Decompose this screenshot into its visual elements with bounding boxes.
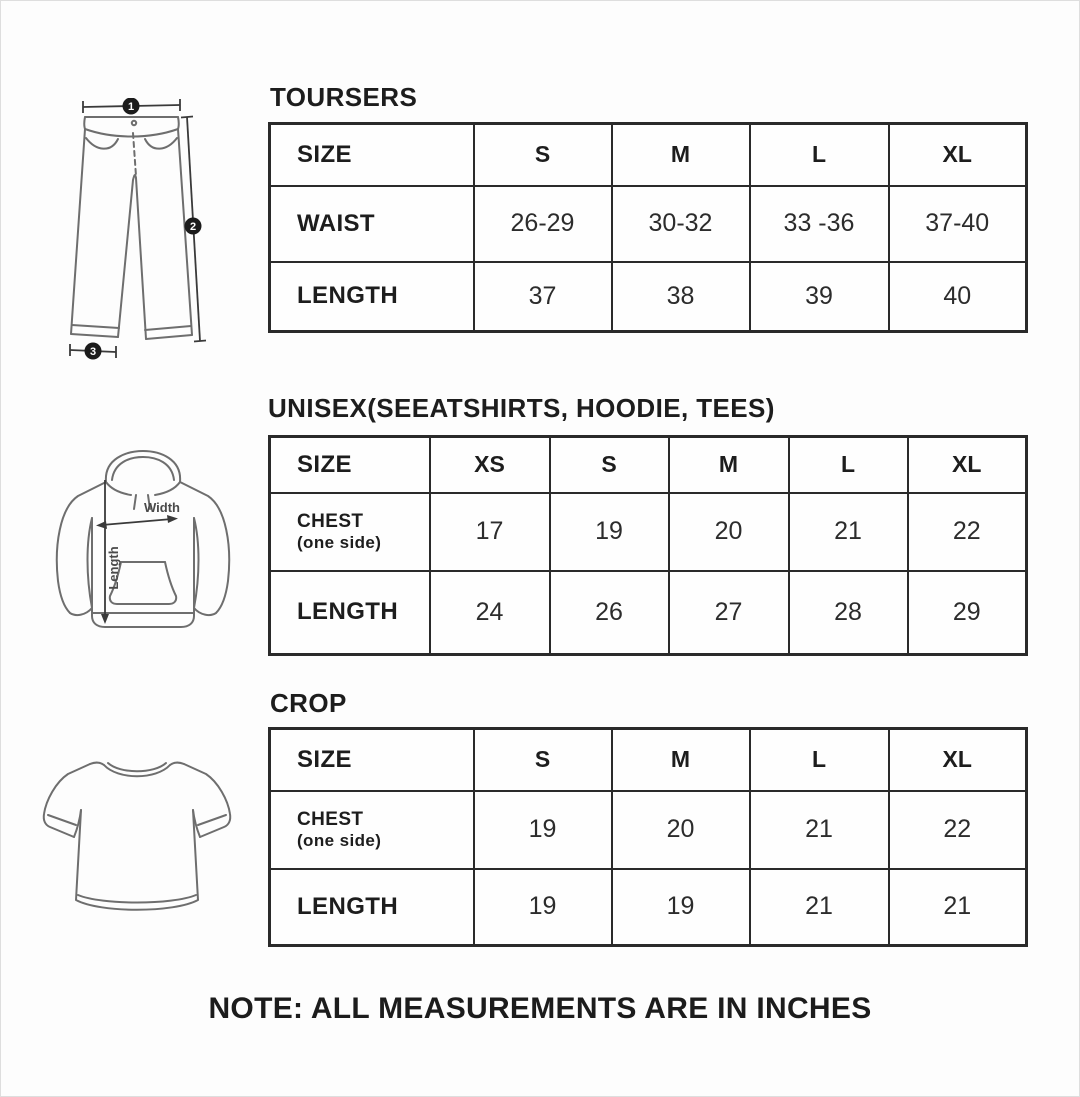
length-arrow-label: Length	[106, 546, 121, 589]
row-label: LENGTH	[268, 260, 475, 333]
size-value: 30-32	[610, 184, 751, 263]
length-dimension-arrow: Length	[101, 480, 121, 624]
unisex-size-table: SIZE XS S M L XL CHEST (one side) 17 19 …	[268, 435, 1028, 656]
column-header: L	[787, 435, 909, 494]
row-label-sub: (one side)	[297, 532, 382, 552]
table-row: LENGTH 37 38 39 40	[268, 260, 1028, 333]
size-value: 19	[472, 789, 613, 870]
width-dimension-arrow: Width	[96, 500, 180, 529]
size-value: 28	[787, 569, 909, 656]
size-value: 21	[748, 867, 890, 947]
column-header: SIZE	[268, 435, 431, 494]
waist-dimension-arrow: 1	[82, 98, 181, 115]
size-value: 19	[472, 867, 613, 947]
table-header-row: SIZE XS S M L XL	[268, 435, 1028, 494]
table-row: LENGTH 24 26 27 28 29	[268, 569, 1028, 656]
crop-tee-outline	[42, 761, 232, 911]
size-value: 21	[887, 867, 1028, 947]
size-value: 26-29	[472, 184, 613, 263]
column-header: XL	[887, 122, 1028, 187]
trousers-illustration: 1 2	[69, 98, 207, 360]
size-value: 19	[548, 491, 670, 572]
column-header: M	[667, 435, 790, 494]
table-row: WAIST 26-29 30-32 33 -36 37-40	[268, 184, 1028, 263]
column-header: L	[748, 122, 890, 187]
marker-1-label: 1	[128, 101, 134, 113]
size-value: 40	[887, 260, 1028, 333]
unisex-section-title: UNISEX(SEEATSHIRTS, HOODIE, TEES)	[268, 393, 775, 423]
table-header-row: SIZE S M L XL	[268, 122, 1028, 187]
size-value: 29	[906, 569, 1028, 656]
column-header: M	[610, 727, 751, 792]
crop-size-table: SIZE S M L XL CHEST (one side) 19 20 21 …	[268, 727, 1028, 947]
size-value: 37	[472, 260, 613, 333]
size-value: 38	[610, 260, 751, 333]
size-value: 21	[787, 491, 909, 572]
marker-2-label: 2	[190, 221, 196, 233]
size-value: 26	[548, 569, 670, 656]
size-value: 39	[748, 260, 890, 333]
marker-2-circle	[184, 217, 202, 235]
column-header: XS	[428, 435, 551, 494]
size-value: 17	[428, 491, 551, 572]
width-arrow-label: Width	[144, 500, 180, 515]
size-value: 19	[610, 867, 751, 947]
row-label: CHEST (one side)	[268, 491, 431, 572]
crop-section-title: CROP	[270, 688, 347, 718]
column-header: S	[472, 122, 613, 187]
column-header: XL	[906, 435, 1028, 494]
row-label: WAIST	[268, 184, 475, 263]
size-value: 24	[428, 569, 551, 656]
size-value: 21	[748, 789, 890, 870]
trousers-size-table: SIZE S M L XL WAIST 26-29 30-32 33 -36 3…	[268, 122, 1028, 333]
marker-3-label: 3	[90, 346, 96, 358]
table-row: CHEST (one side) 17 19 20 21 22	[268, 491, 1028, 572]
size-value: 27	[667, 569, 790, 656]
row-label-sub: (one side)	[297, 830, 382, 850]
hoodie-illustration: Width Length	[55, 450, 231, 628]
table-header-row: SIZE S M L XL	[268, 727, 1028, 792]
table-row: LENGTH 19 19 21 21	[268, 867, 1028, 947]
size-value: 33 -36	[748, 184, 890, 263]
crop-tee-illustration	[42, 761, 232, 911]
table-row: CHEST (one side) 19 20 21 22	[268, 789, 1028, 870]
column-header: XL	[887, 727, 1028, 792]
marker-1-circle	[122, 98, 140, 115]
length-dimension-arrow: 2	[180, 115, 207, 343]
size-value: 20	[667, 491, 790, 572]
column-header: SIZE	[268, 727, 475, 792]
measurement-note: NOTE: ALL MEASUREMENTS ARE IN INCHES	[208, 992, 872, 1025]
row-label: LENGTH	[268, 569, 431, 656]
size-value: 20	[610, 789, 751, 870]
hoodie-outline	[55, 450, 231, 628]
row-label-main: CHEST	[297, 808, 364, 830]
column-header: S	[472, 727, 613, 792]
leg-opening-dimension-arrow: 3	[69, 342, 117, 360]
marker-3-circle	[84, 342, 102, 360]
row-label: LENGTH	[268, 867, 475, 947]
size-value: 37-40	[887, 184, 1028, 263]
trousers-outline	[70, 116, 193, 340]
size-value: 22	[887, 789, 1028, 870]
column-header: S	[548, 435, 670, 494]
column-header: SIZE	[268, 122, 475, 187]
trousers-section-title: TOURSERS	[270, 82, 418, 112]
column-header: M	[610, 122, 751, 187]
size-value: 22	[906, 491, 1028, 572]
row-label-main: CHEST	[297, 510, 364, 532]
column-header: L	[748, 727, 890, 792]
row-label: CHEST (one side)	[268, 789, 475, 870]
